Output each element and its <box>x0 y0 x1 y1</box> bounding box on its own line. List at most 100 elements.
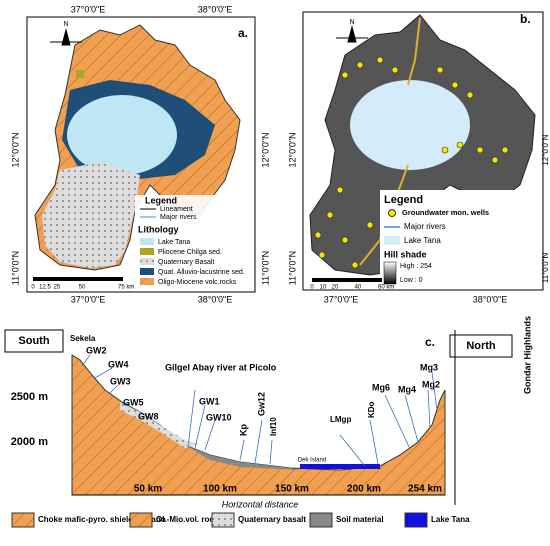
panel-c: South North Sekela Gondar Highlands c. 2… <box>4 316 532 528</box>
lat-label: 12°0'0"N <box>541 134 550 165</box>
place-label: Gondar Highlands <box>522 316 532 394</box>
scale-label: 75 km <box>118 285 134 291</box>
direction-label: North <box>466 340 496 352</box>
well-label: Kp <box>238 424 248 436</box>
scale-label: 0 <box>310 285 314 291</box>
scale-label: 60 km <box>378 285 394 291</box>
lon-label: 38°0'0"E <box>473 294 508 304</box>
lat-label: 11°0'0"N <box>287 251 297 285</box>
legend-item: Ol.-Mio.vol. rocks <box>156 515 223 524</box>
legend-item: Lake Tana <box>158 239 190 246</box>
scale-bar <box>312 278 382 282</box>
legend-item: Major rivers <box>160 214 197 221</box>
legend: Legend Groundwater mon. wells Major rive… <box>380 190 538 287</box>
north-arrow <box>50 28 82 46</box>
lake <box>300 464 380 469</box>
well-label: GW2 <box>86 345 107 355</box>
legend: Legend Lineament Major rivers Lithology … <box>135 195 252 287</box>
lake <box>350 80 470 170</box>
basalt <box>42 162 140 268</box>
well-label: GW5 <box>123 397 144 407</box>
legend-item: Quat. Alluvio-lacustrine sed. <box>158 269 245 276</box>
lake <box>67 95 177 175</box>
lon-label: 38°0'0"E <box>198 294 233 304</box>
lat-label: 12°0'0"N <box>260 132 270 167</box>
direction-label: South <box>18 335 49 347</box>
legend-title: Hill shade <box>384 249 427 259</box>
well-label: LMgp <box>330 415 351 424</box>
scale-label: 40 <box>355 285 362 291</box>
lat-label: 12°0'0"N <box>287 132 297 167</box>
legend-item: Lake Tana <box>404 236 441 245</box>
scale-label: 20 <box>332 285 339 291</box>
legend: Choke mafic-pyro. shield volcano Ol.-Mio… <box>11 512 470 528</box>
well-label: Gilgel Abay river at Picolo <box>165 362 277 372</box>
legend-item: Quaternary Basalt <box>158 259 214 266</box>
section-line <box>407 17 421 86</box>
legend-item: Oligo-Miocene volc.rocks <box>158 279 237 286</box>
scale-label: 10 <box>320 285 327 291</box>
legend-title: Legend <box>145 195 177 205</box>
legend-item: Lake Tana <box>431 515 470 524</box>
well-label: GW3 <box>110 376 131 386</box>
place-label: Sekela <box>70 334 96 343</box>
island-label: Dek Island <box>298 458 326 464</box>
lon-label: 37°0'0"E <box>324 294 359 304</box>
well-label: Mg6 <box>372 382 390 392</box>
legend-item: High : 254 <box>400 263 432 270</box>
scale-bar <box>33 277 123 281</box>
well-label: Mg4 <box>398 384 416 394</box>
lon-label: 37°0'0"E <box>71 294 106 304</box>
panel-label: b. <box>520 12 531 26</box>
scale-label: 25 <box>54 285 61 291</box>
lon-label: 38°0'0"E <box>198 4 233 14</box>
basalt-layer <box>120 402 200 448</box>
north-arrow <box>336 25 368 43</box>
well-label: Gw12 <box>256 392 266 416</box>
legend-item: Quaternary basalt <box>238 515 306 524</box>
well-label: Mg3 <box>420 362 438 372</box>
panel-a: 37°0'0"E 38°0'0"E 37°0'0"E 38°0'0"E 12°0… <box>10 4 270 304</box>
y-label: 2500 m <box>11 391 49 403</box>
wells <box>314 56 509 269</box>
scale-label: 50 <box>79 285 86 291</box>
panel-label: c. <box>425 335 435 349</box>
x-label: 100 km <box>203 484 237 495</box>
legend-title: Legend <box>384 194 423 206</box>
lat-label: 11°0'0"N <box>260 251 270 285</box>
well-label: KDo <box>367 401 376 418</box>
lat-label: 12°0'0"N <box>10 132 20 167</box>
well-label: GW8 <box>138 411 159 421</box>
legend-item: Choke mafic-pyro. shield volcano <box>38 515 166 524</box>
x-label: 150 km <box>275 484 309 495</box>
legend-item: Groundwater mon. wells <box>402 208 489 217</box>
x-label: 50 km <box>134 484 162 495</box>
legend-item: Lineament <box>160 206 193 213</box>
well-label: Mg2 <box>422 379 440 389</box>
legend-item: Major rivers <box>404 222 446 231</box>
label-box <box>4 329 64 353</box>
well-pointers <box>81 354 438 467</box>
well-label: GW1 <box>199 396 220 406</box>
scale-label: 0 <box>31 285 35 291</box>
x-label: 200 km <box>347 484 381 495</box>
north-label: N <box>349 19 354 26</box>
well-labels: GW2 GW4 GW3 GW5 GW8 Gilgel Abay river at… <box>86 345 440 436</box>
soil-layer <box>185 445 300 470</box>
x-title: Horizontal distance <box>222 499 299 509</box>
panel-b: b. N 37°0'0"E 38°0'0"E 12°0'0"N 11°0'0"N… <box>287 11 550 304</box>
panel-label: a. <box>238 26 248 40</box>
lat-label: 11°0'0"N <box>541 253 550 284</box>
label-box <box>449 334 513 358</box>
well-label: GW10 <box>206 412 232 422</box>
y-label: 2000 m <box>11 436 49 448</box>
legend-item: Soil material <box>336 515 384 524</box>
north-label: N <box>63 21 68 28</box>
lat-label: 11°0'0"N <box>10 251 20 285</box>
lon-label: 37°0'0"E <box>71 4 106 14</box>
x-label: 254 km <box>408 484 442 495</box>
scale-label: 12.5 <box>39 285 51 291</box>
well-label: Inf10 <box>269 417 278 436</box>
legend-item: Low : 0 <box>400 277 423 284</box>
chilga <box>76 70 84 78</box>
